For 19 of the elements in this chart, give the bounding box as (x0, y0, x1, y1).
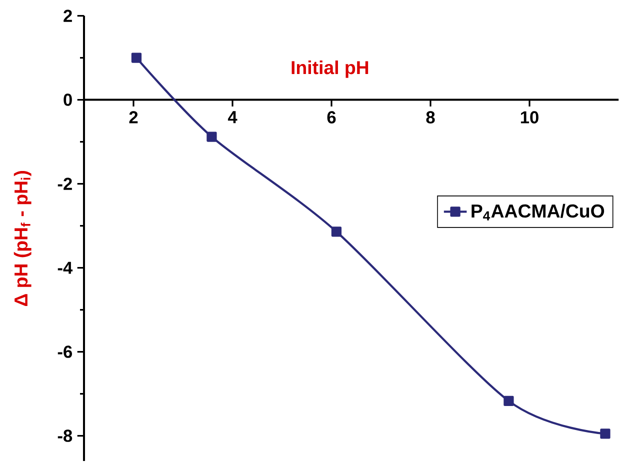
point (504, 396, 514, 406)
y-tick-label: -6 (58, 346, 72, 358)
x-tick-label: 2 (129, 111, 138, 124)
x-tick-label: 10 (520, 111, 538, 124)
y-tick-label: 0 (64, 94, 72, 106)
point (331, 226, 342, 237)
y-axis-title: Δ pH (pH$_{f}$ - pH$_{i}$) (14, 170, 32, 306)
point (600, 428, 610, 439)
x-axis-title: Initial pH (292, 60, 368, 78)
point (131, 52, 142, 63)
y-tick-label: 2 (64, 10, 72, 22)
y-tick-label: -2 (58, 178, 72, 190)
x-tick-label: 8 (426, 111, 435, 124)
y-tick-label: -8 (58, 430, 72, 442)
point (206, 132, 217, 142)
x-tick-label: 6 (327, 111, 336, 124)
y-tick-label: -4 (58, 262, 73, 274)
x-tick-label: 4 (228, 111, 238, 124)
legend-label: P$_{4}$AACMA/CuO (472, 204, 604, 220)
